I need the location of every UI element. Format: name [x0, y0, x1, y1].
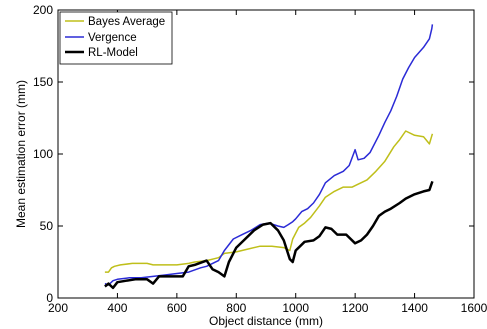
x-tick-label: 1600 [461, 301, 487, 315]
series-line-rl-model [104, 180, 434, 290]
legend-label-rl-model: RL-Model [88, 47, 138, 59]
x-tick-label: 1400 [401, 301, 428, 315]
x-axis-label: Object distance (mm) [209, 314, 323, 328]
series-line-bayes-average [104, 130, 434, 273]
x-tick-label: 1000 [282, 301, 309, 315]
y-tick-label: 0 [46, 291, 53, 305]
legend: Bayes Average Vergence RL-Model [59, 11, 173, 65]
plot-frame [57, 9, 475, 299]
series-line-vergence [104, 24, 434, 286]
y-axis-label: Mean estimation error (mm) [14, 80, 28, 228]
y-tick-label: 50 [40, 219, 54, 233]
legend-label-bayes-average: Bayes Average [88, 16, 165, 28]
x-tick-label: 400 [107, 301, 127, 315]
x-tick-label: 600 [167, 301, 187, 315]
y-tick-label: 150 [33, 75, 53, 89]
x-tick-label: 800 [226, 301, 246, 315]
y-tick-label: 100 [33, 147, 53, 161]
x-tick-label: 200 [48, 301, 68, 315]
ticks-layer: 200 400 600 800 1000 1200 1400 1600 0 50 100 150 200 [33, 3, 487, 315]
x-tick-label: 1200 [342, 301, 369, 315]
y-tick-label: 200 [33, 3, 53, 17]
series-layer [104, 24, 434, 290]
legend-label-vergence: Vergence [88, 32, 137, 44]
